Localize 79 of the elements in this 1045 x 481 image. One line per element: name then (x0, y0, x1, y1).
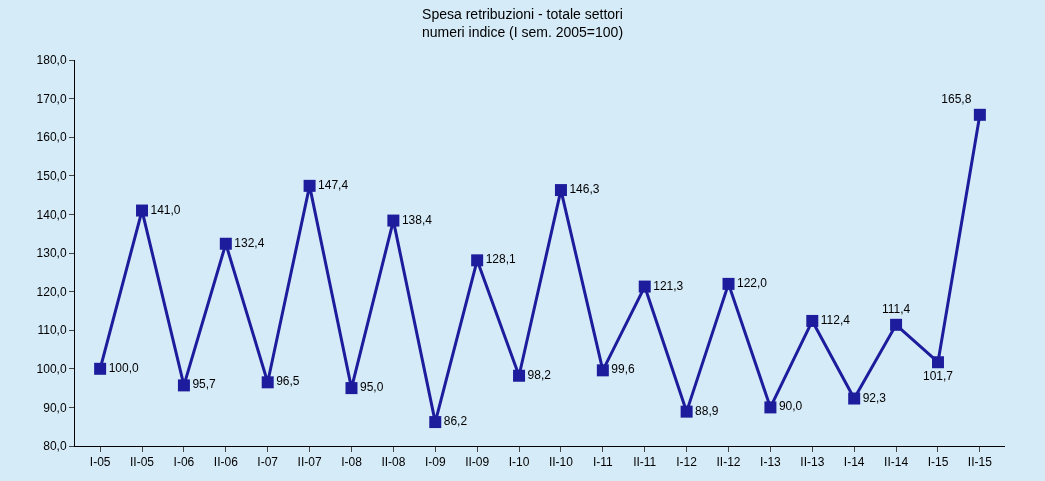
y-tick-label: 120,0 (36, 284, 67, 299)
y-tick-label: 160,0 (36, 130, 67, 145)
y-tick-label: 130,0 (36, 246, 67, 261)
chart-title: Spesa retribuzioni - totale settori (422, 6, 623, 23)
x-tick-label: I-13 (760, 455, 782, 470)
x-tick-label: I-07 (257, 455, 279, 470)
x-tick-label: I-14 (843, 455, 865, 470)
data-label: 95,7 (192, 377, 217, 392)
x-tick-label: II-06 (213, 455, 239, 470)
data-label: 112,4 (820, 312, 851, 327)
point (973, 108, 986, 121)
point (596, 364, 609, 377)
data-label: 88,9 (695, 403, 719, 418)
x-tick-label: II-09 (465, 455, 490, 470)
point (806, 314, 819, 327)
point (429, 416, 442, 429)
y-tick-label: 180,0 (36, 53, 67, 68)
x-tick-label: I-06 (173, 455, 195, 470)
point (471, 254, 484, 267)
point (638, 280, 651, 293)
point (890, 318, 903, 331)
data-label: 122,0 (737, 275, 768, 290)
x-tick-label: II-15 (967, 455, 993, 470)
x-tick-label: I-05 (89, 455, 111, 470)
data-label: 141,0 (150, 202, 181, 217)
y-tick-label: 140,0 (36, 207, 67, 222)
x-tick-label: II-05 (130, 455, 155, 470)
x-tick-label: II-12 (716, 455, 741, 470)
x-tick-label: I-12 (676, 455, 698, 470)
y-tick-label: 90,0 (43, 400, 67, 415)
x-tick-label: II-08 (381, 455, 406, 470)
point (261, 376, 274, 389)
y-tick-label: 170,0 (36, 91, 67, 106)
x-tick-label: I-09 (424, 455, 446, 470)
x-tick-label: II-07 (297, 455, 322, 470)
data-label: 147,4 (318, 177, 349, 192)
x-tick-label: I-10 (508, 455, 530, 470)
chart-subtitle: numeri indice (I sem. 2005=100) (421, 24, 624, 41)
data-label: 90,0 (778, 399, 803, 414)
point (722, 277, 735, 290)
point (387, 214, 400, 227)
x-tick-label: I-11 (592, 455, 614, 470)
x-tick-label: II-11 (633, 455, 657, 470)
data-label: 146,3 (569, 182, 600, 197)
point (680, 405, 693, 418)
data-label: 98,2 (527, 367, 552, 382)
data-label: 96,5 (276, 374, 300, 389)
point (219, 237, 232, 250)
y-tick-label: 100,0 (36, 362, 67, 376)
x-tick-label: I-15 (927, 455, 949, 470)
data-label: 165,8 (941, 92, 972, 107)
point (303, 179, 316, 192)
x-tick-label: II-13 (800, 455, 825, 470)
point (764, 401, 777, 414)
data-label: 121,3 (653, 278, 684, 293)
x-tick-label: I-08 (341, 455, 363, 470)
point (136, 204, 149, 217)
point (848, 392, 861, 405)
point (94, 362, 107, 375)
point (177, 379, 190, 392)
data-label: 132,4 (234, 235, 265, 250)
data-label: 92,3 (862, 390, 887, 405)
point (554, 184, 567, 197)
data-label: 86,2 (443, 414, 468, 429)
x-tick-label: II-14 (884, 455, 909, 470)
data-label: 101,7 (922, 368, 954, 383)
point (513, 369, 526, 382)
point (345, 382, 358, 395)
data-label: 99,6 (611, 362, 636, 377)
y-tick-label: 80,0 (43, 439, 67, 454)
data-label: 138,4 (401, 212, 433, 227)
data-label: 111,4 (881, 302, 911, 317)
y-tick-label: 110,0 (37, 323, 67, 338)
x-tick-label: II-10 (548, 455, 574, 470)
data-label: 100,0 (108, 360, 139, 375)
data-label: 95,0 (359, 380, 384, 395)
y-tick-label: 150,0 (36, 169, 67, 183)
point (931, 356, 944, 369)
data-label: 128,1 (485, 252, 517, 267)
